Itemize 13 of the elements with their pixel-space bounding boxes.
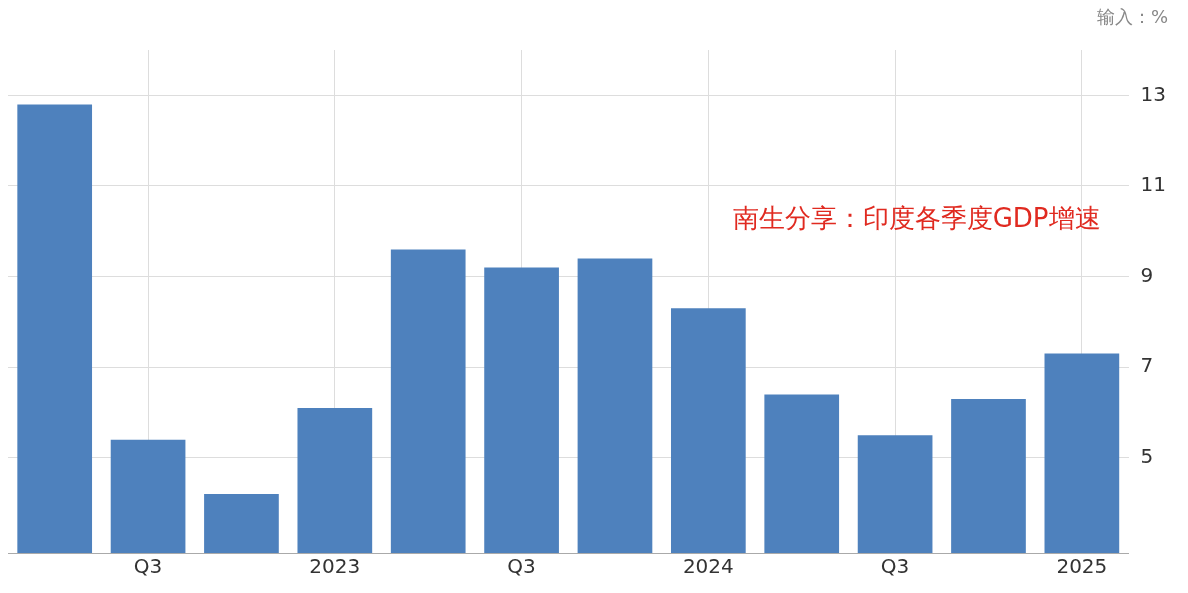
x-tick-label: Q3	[880, 554, 910, 579]
x-tick-label: 2025	[1056, 554, 1108, 579]
y-tick-label: 5	[1140, 444, 1154, 469]
x-tick-label: 2023	[309, 554, 361, 579]
x-tick-label: Q3	[507, 554, 536, 579]
y-tick-label: 11	[1140, 172, 1166, 197]
x-tick-label: Q3	[133, 554, 163, 579]
y-tick-label: 7	[1140, 353, 1154, 378]
y-axis-title: 输入：%	[1096, 5, 1168, 27]
y-tick-label: 13	[1140, 81, 1166, 106]
annotation: 南生分享：印度各季度GDP增速	[732, 202, 1101, 233]
y-tick-label: 9	[1140, 262, 1154, 287]
x-tick-label: 2024	[682, 554, 734, 579]
